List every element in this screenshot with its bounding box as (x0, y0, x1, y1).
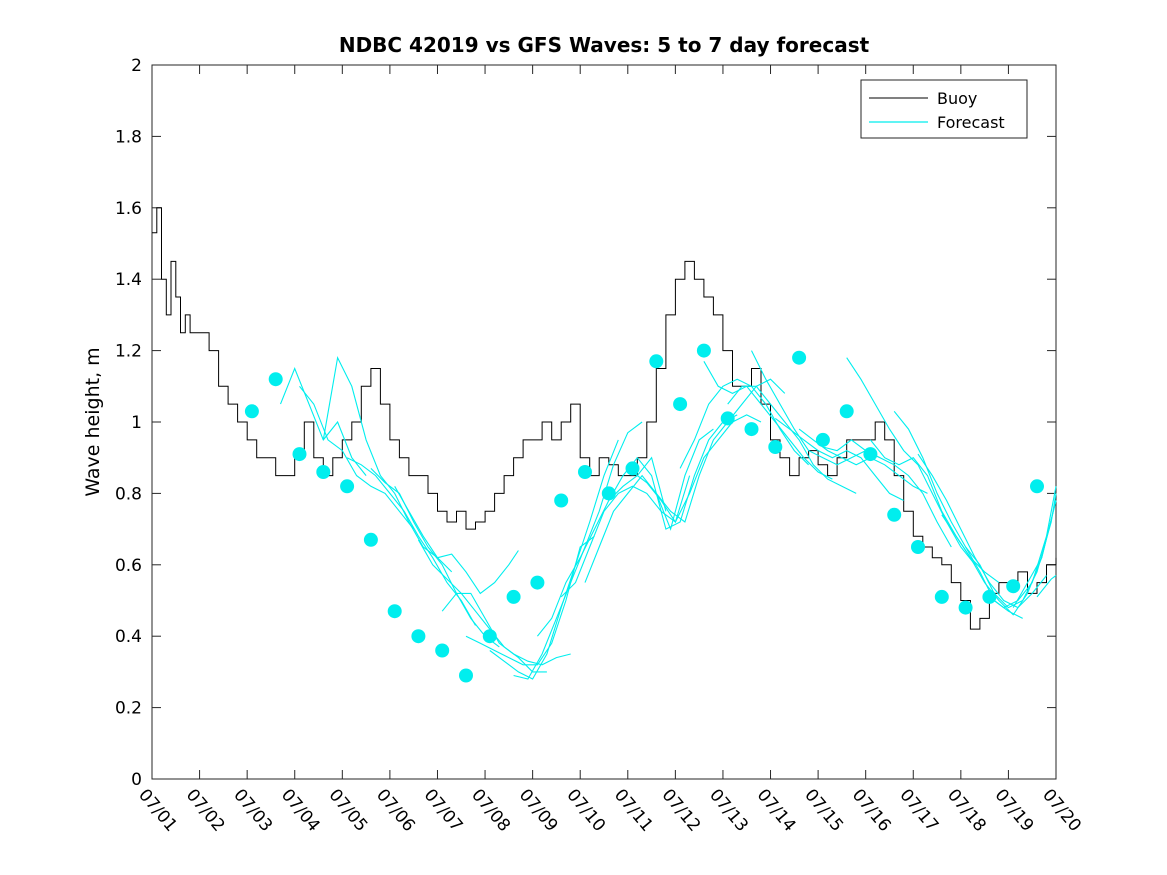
y-tick-label: 0 (131, 770, 142, 790)
y-tick-label: 0.6 (115, 556, 142, 576)
y-axis: 0 0.2 0.4 0.6 0.8 1 1.2 1.4 1.6 1.8 2 (115, 56, 1056, 790)
forecast-point (411, 629, 426, 644)
forecast-line (346, 457, 476, 626)
forecast-point (673, 397, 688, 412)
y-tick-label: 2 (131, 56, 142, 76)
y-tick-label: 0.8 (115, 484, 142, 504)
forecast-point (530, 575, 545, 590)
forecast-point (958, 600, 973, 615)
forecast-line (299, 385, 415, 530)
forecast-point (1006, 579, 1021, 594)
forecast-line (941, 500, 1057, 616)
forecast-line (774, 417, 904, 501)
forecast-point (720, 411, 735, 426)
forecast-point (887, 507, 902, 522)
forecast-line (513, 421, 643, 680)
buoy-line (152, 207, 1057, 630)
forecast-line (655, 378, 786, 523)
forecast-point (340, 479, 355, 494)
forecast-points (244, 343, 1044, 683)
forecast-line (632, 414, 762, 524)
y-tick-label: 0.2 (115, 699, 142, 719)
y-tick-label: 1.4 (115, 270, 142, 290)
forecast-point (911, 540, 925, 554)
y-tick-label: 1.2 (115, 342, 142, 362)
forecast-line (560, 475, 691, 598)
forecast-line (989, 486, 1057, 609)
forecast-line (1036, 575, 1057, 598)
forecast-point (554, 493, 569, 508)
forecast-point (863, 447, 878, 462)
forecast-line (846, 357, 976, 566)
chart-title: NDBC 42019 vs GFS Waves: 5 to 7 day fore… (339, 33, 870, 57)
forecast-line (394, 486, 519, 595)
y-tick-label: 0.4 (115, 627, 142, 647)
forecast-point (1030, 479, 1044, 494)
forecast-point (292, 447, 307, 462)
forecast-point (625, 461, 640, 476)
forecast-point (601, 486, 616, 501)
forecast-line (584, 428, 714, 583)
y-axis-label: Wave height, m (82, 347, 104, 496)
forecast-series (279, 350, 1057, 680)
forecast-line (489, 439, 619, 680)
forecast-point (363, 532, 378, 547)
legend-forecast-label: Forecast (937, 113, 1005, 132)
y-tick-label: 1.8 (115, 127, 142, 147)
forecast-point (459, 668, 473, 683)
forecast-point (839, 404, 854, 419)
forecast-point (792, 350, 807, 365)
buoy-series (152, 207, 1057, 630)
forecast-line (703, 361, 833, 480)
forecast-point (982, 589, 997, 604)
forecast-point (268, 372, 283, 387)
y-tick-label: 1 (131, 413, 142, 433)
forecast-point (696, 343, 711, 358)
legend-buoy-label: Buoy (937, 89, 977, 108)
forecast-line (441, 592, 571, 666)
forecast-point (316, 465, 331, 479)
forecast-point (506, 589, 521, 604)
forecast-point (387, 604, 402, 619)
y-tick-label: 1.6 (115, 199, 142, 219)
forecast-line (370, 468, 500, 648)
forecast-point (482, 629, 497, 644)
forecast-line (679, 378, 809, 469)
forecast-point (649, 354, 664, 369)
legend: Buoy Forecast (860, 79, 1028, 139)
forecast-point (934, 589, 949, 604)
forecast-point (815, 432, 830, 447)
forecast-line (822, 439, 952, 548)
forecast-point (435, 643, 450, 658)
forecast-line (751, 350, 881, 466)
forecast-line (1012, 500, 1057, 608)
forecast-line (869, 439, 1000, 584)
plot-area (151, 64, 1057, 780)
forecast-point (244, 404, 259, 419)
legend-box (860, 79, 1028, 139)
forecast-point (744, 422, 759, 437)
forecast-point (578, 465, 592, 479)
forecast-point (768, 440, 783, 454)
